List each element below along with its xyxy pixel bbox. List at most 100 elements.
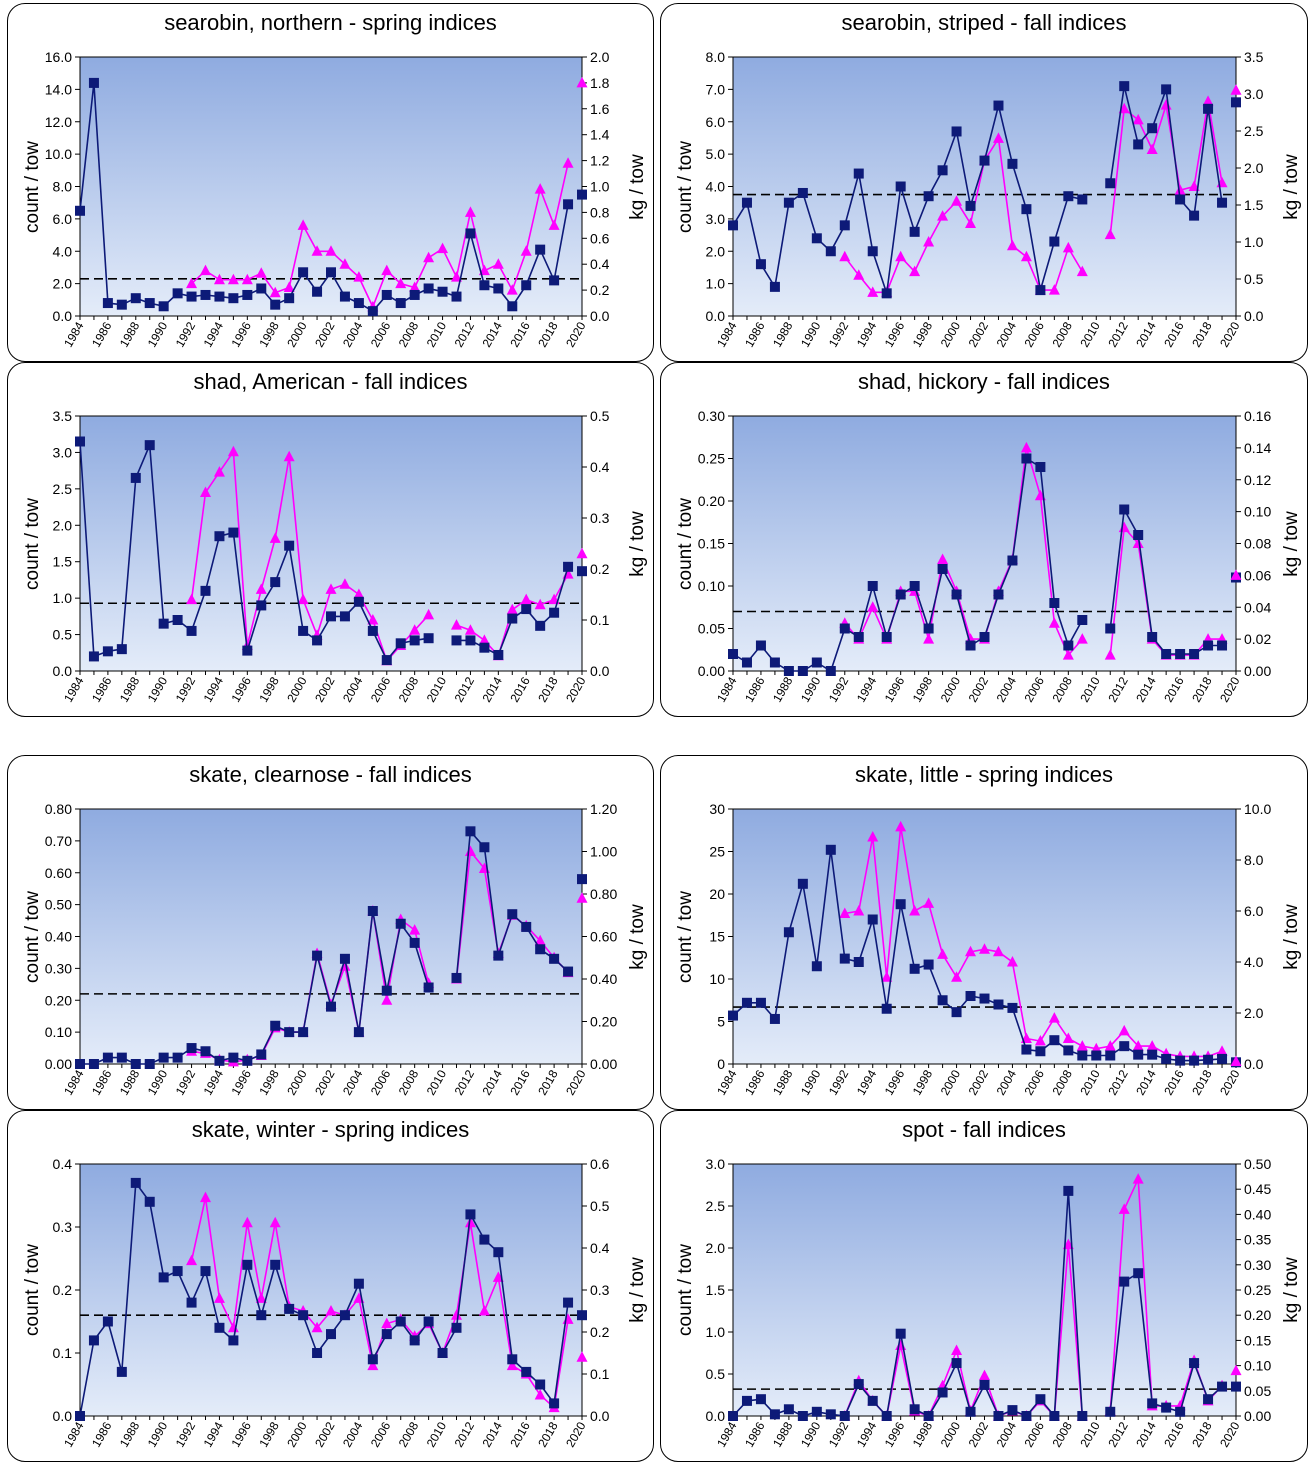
count-point: [937, 165, 948, 176]
count-point: [312, 286, 323, 297]
kg-point: [576, 892, 588, 903]
y2-tick-label: 0.6: [590, 230, 610, 246]
x-tick-label: 1986: [742, 1067, 768, 1097]
kg-point: [965, 945, 977, 957]
count-point: [270, 299, 281, 310]
y2-tick-label: 0.14: [1244, 440, 1271, 456]
count-point: [1231, 1381, 1241, 1392]
count-point: [728, 1411, 738, 1421]
y2-axis-label: kg / tow: [1281, 153, 1302, 220]
y2-tick-label: 0.00: [1244, 663, 1271, 679]
x-tick-label: 2012: [452, 319, 478, 349]
x-tick-label: 1988: [770, 1067, 796, 1097]
count-point: [895, 589, 906, 600]
x-tick-label: 2018: [535, 1419, 561, 1449]
count-point: [1063, 191, 1074, 202]
kg-point: [381, 264, 393, 276]
x-tick-label: 2000: [284, 319, 310, 349]
count-point: [298, 625, 309, 636]
count-point: [1021, 453, 1032, 464]
count-point: [1203, 640, 1214, 651]
x-tick-label: 2012: [1105, 319, 1131, 349]
count-point: [535, 1379, 546, 1390]
count-point: [88, 1059, 99, 1069]
count-point: [909, 1404, 920, 1415]
y2-tick-label: 0.06: [1244, 567, 1271, 583]
kg-point: [909, 265, 921, 277]
count-point: [755, 1394, 766, 1405]
x-tick-label: 2004: [340, 1067, 366, 1097]
x-tick-label: 2018: [535, 319, 561, 349]
y-tick-label: 1.0: [706, 276, 726, 292]
count-point: [1175, 1406, 1186, 1417]
count-point: [521, 280, 532, 291]
count-point: [881, 1003, 892, 1014]
x-tick-label: 2016: [1161, 1067, 1187, 1097]
count-point: [1021, 204, 1032, 215]
count-point: [839, 623, 850, 634]
x-tick-label: 2012: [452, 1419, 478, 1449]
count-point: [923, 191, 934, 202]
count-point: [1077, 1411, 1088, 1421]
y2-axis-label: kg / tow: [627, 903, 648, 970]
count-point: [1105, 1050, 1116, 1061]
count-point: [437, 286, 448, 297]
kg-point: [937, 948, 949, 959]
x-tick-label: 2006: [368, 319, 394, 349]
count-point: [1161, 649, 1172, 659]
count-point: [1147, 1398, 1158, 1409]
count-point: [563, 199, 574, 210]
count-point: [75, 205, 85, 216]
y-tick-label: 0.5: [706, 1366, 726, 1382]
count-point: [1147, 632, 1158, 642]
kg-point: [1034, 1035, 1046, 1046]
y-tick-label: 6.0: [53, 211, 73, 227]
count-point: [1133, 1049, 1144, 1060]
kg-point: [895, 250, 907, 262]
y-tick-label: 8.0: [706, 49, 726, 65]
y-axis-label: count / tow: [22, 890, 43, 983]
count-point: [797, 878, 808, 889]
count-point: [465, 228, 476, 239]
x-tick-label: 1986: [742, 674, 768, 704]
kg-point: [409, 281, 421, 293]
y-axis-label: count / tow: [675, 140, 696, 233]
kg-point: [520, 245, 532, 256]
y-tick-label: 6.0: [706, 114, 726, 130]
x-tick-label: 2006: [368, 1067, 394, 1097]
count-point: [493, 950, 504, 961]
kg-point: [297, 593, 309, 605]
kg-point: [255, 583, 267, 594]
y2-tick-label: 0.35: [1244, 1232, 1271, 1248]
x-tick-label: 2020: [1217, 319, 1243, 349]
x-tick-label: 1996: [228, 674, 254, 704]
kg-point: [1132, 537, 1144, 548]
count-point: [409, 1335, 420, 1346]
kg-point: [1006, 239, 1018, 251]
count-point: [951, 1007, 962, 1018]
count-point: [353, 1278, 364, 1289]
count-point: [242, 1259, 253, 1270]
y2-tick-label: 0.8: [590, 204, 610, 220]
count-point: [1119, 1041, 1130, 1052]
count-point: [228, 1052, 239, 1063]
kg-point: [867, 601, 879, 612]
count-point: [381, 985, 392, 996]
x-tick-label: 2016: [507, 1419, 533, 1449]
count-point: [783, 1404, 794, 1415]
kg-point: [478, 634, 490, 645]
y-tick-label: 14.0: [45, 81, 72, 97]
x-tick-label: 2020: [1217, 1067, 1243, 1097]
count-point: [88, 651, 99, 662]
x-tick-label: 2006: [1022, 674, 1048, 704]
x-tick-label: 2008: [396, 674, 422, 704]
chart-title: shad, hickory - fall indices: [858, 369, 1110, 394]
y2-tick-label: 0.4: [590, 459, 610, 475]
y-tick-label: 2.5: [706, 1198, 726, 1214]
count-point: [1217, 640, 1228, 651]
count-point: [451, 635, 462, 646]
y-tick-label: 0.3: [53, 1219, 73, 1235]
chart-title: searobin, northern - spring indices: [164, 10, 497, 35]
count-point: [563, 1297, 574, 1308]
y-tick-label: 1.5: [53, 554, 73, 570]
